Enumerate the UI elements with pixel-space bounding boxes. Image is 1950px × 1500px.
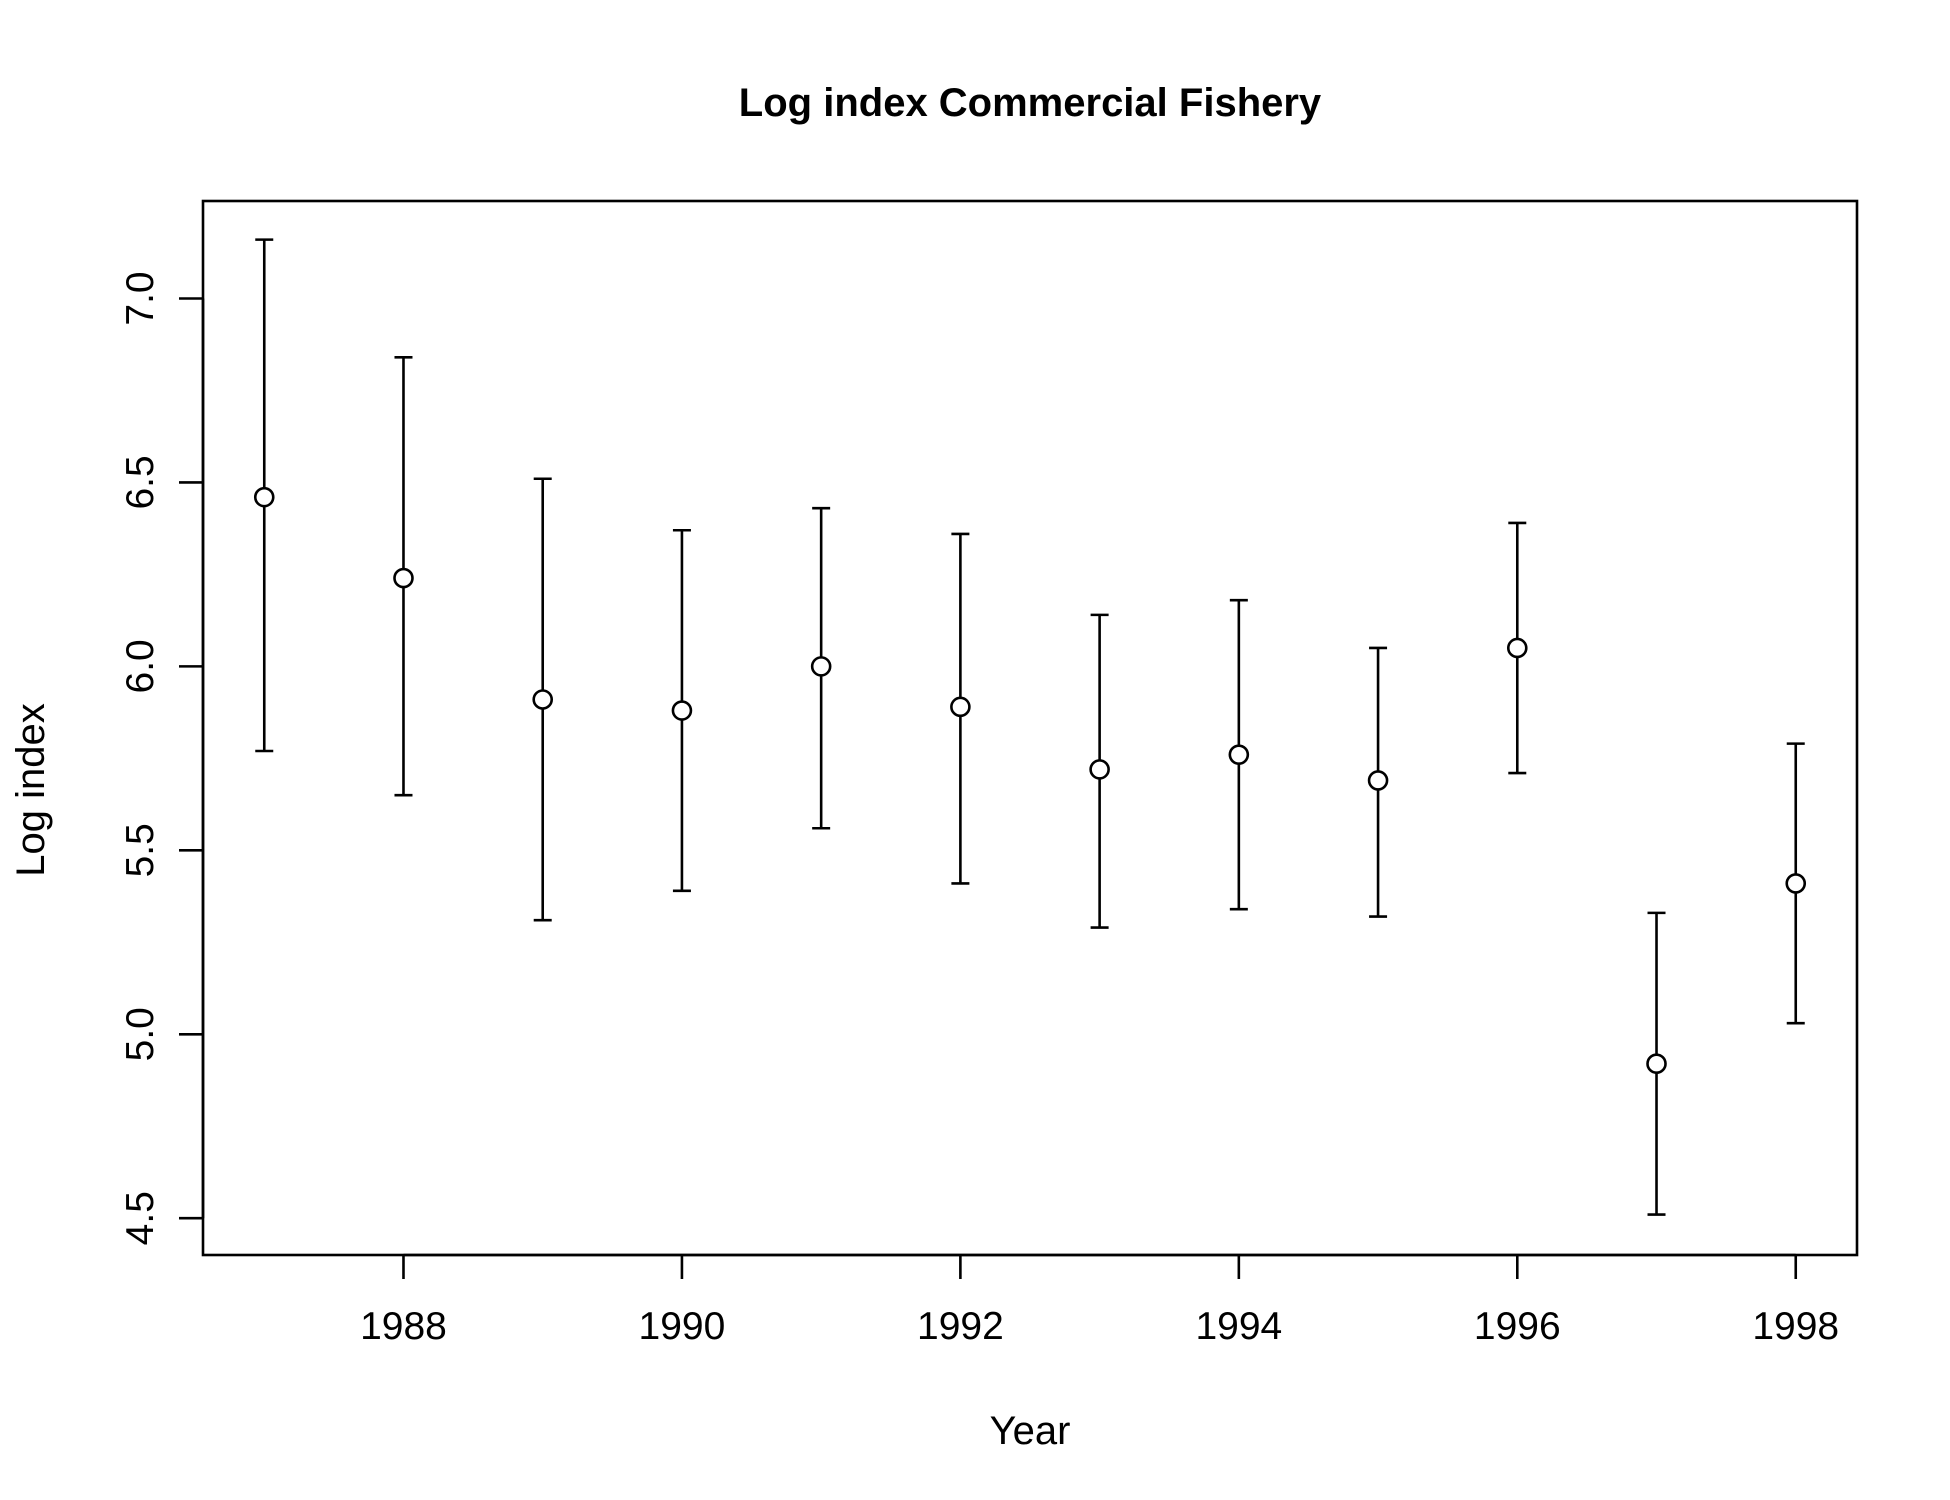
data-point: [810, 656, 832, 677]
y-tick-label: 5.0: [119, 1007, 162, 1061]
data-point: [1228, 744, 1250, 765]
data-point: [532, 689, 554, 710]
x-tick-label: 1998: [1752, 1305, 1839, 1348]
y-tick-label: 5.5: [119, 823, 162, 877]
data-point: [1646, 1053, 1667, 1074]
data-point: [1506, 637, 1528, 659]
data-point: [253, 486, 275, 508]
data-point: [393, 567, 414, 589]
data-marks: [253, 238, 1807, 1216]
x-tick-label: 1992: [917, 1305, 1004, 1348]
x-tick-label: 1994: [1195, 1305, 1282, 1348]
x-tick-label: 1996: [1474, 1305, 1561, 1348]
data-point: [1089, 759, 1110, 780]
data-point: [671, 700, 693, 721]
data-point: [1785, 873, 1807, 894]
y-tick-label: 6.0: [119, 639, 162, 693]
y-tick-label: 4.5: [119, 1191, 162, 1245]
x-tick-label: 1988: [360, 1305, 447, 1348]
chart-title: Log index Commercial Fishery: [739, 81, 1322, 125]
y-axis-label: Log index: [9, 703, 53, 876]
x-tick-label: 1990: [639, 1305, 726, 1348]
data-point: [950, 696, 971, 718]
y-tick-label: 6.5: [119, 455, 162, 509]
y-tick-label: 7.0: [119, 271, 162, 325]
x-axis-label: Year: [990, 1409, 1071, 1453]
x-axis: 1988 1990 1992 1994 1996 1998: [360, 1253, 1839, 1348]
plot-frame: [201, 199, 1859, 1257]
y-axis: 4.5 5.0 5.5 6.0 6.5 7.0: [119, 271, 205, 1245]
data-point: [1367, 770, 1389, 791]
